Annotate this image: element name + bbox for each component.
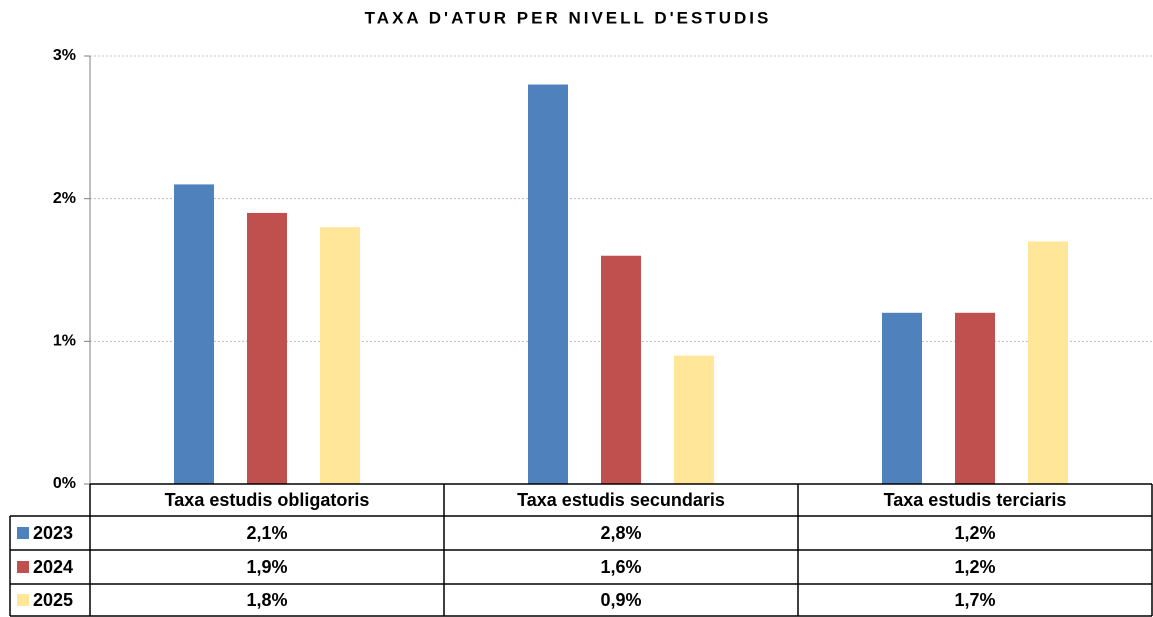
x-tick-label: Taxa estudis terciaris: [884, 490, 1067, 510]
data-label: 1,2%: [954, 523, 995, 543]
legend-swatch: [17, 594, 29, 606]
bar: [1028, 241, 1068, 484]
data-label: 2,8%: [600, 523, 641, 543]
y-tick-label: 2%: [53, 190, 76, 207]
legend-swatch: [17, 561, 29, 573]
bar: [674, 355, 714, 484]
data-label: 1,8%: [246, 590, 287, 610]
data-label: 1,9%: [246, 557, 287, 577]
bar: [320, 227, 360, 484]
chart-title: TAXA D'ATUR PER NIVELL D'ESTUDIS: [365, 8, 772, 27]
data-label: 1,6%: [600, 557, 641, 577]
y-tick-label: 0%: [53, 475, 76, 492]
legend-label: 2024: [33, 557, 73, 577]
legend-label: 2023: [33, 523, 73, 543]
bar: [174, 184, 214, 484]
bar: [528, 84, 568, 485]
legend-swatch: [17, 527, 29, 539]
x-tick-label: Taxa estudis obligatoris: [165, 490, 370, 510]
x-tick-label: Taxa estudis secundaris: [517, 490, 725, 510]
y-tick-label: 3%: [53, 47, 76, 64]
y-tick-label: 1%: [53, 333, 76, 350]
bar: [601, 255, 641, 484]
bar: [955, 312, 995, 484]
data-label: 0,9%: [600, 590, 641, 610]
legend-label: 2025: [33, 590, 73, 610]
data-label: 1,2%: [954, 557, 995, 577]
bar: [247, 212, 287, 484]
data-label: 1,7%: [954, 590, 995, 610]
bar: [882, 312, 922, 484]
data-label: 2,1%: [246, 523, 287, 543]
